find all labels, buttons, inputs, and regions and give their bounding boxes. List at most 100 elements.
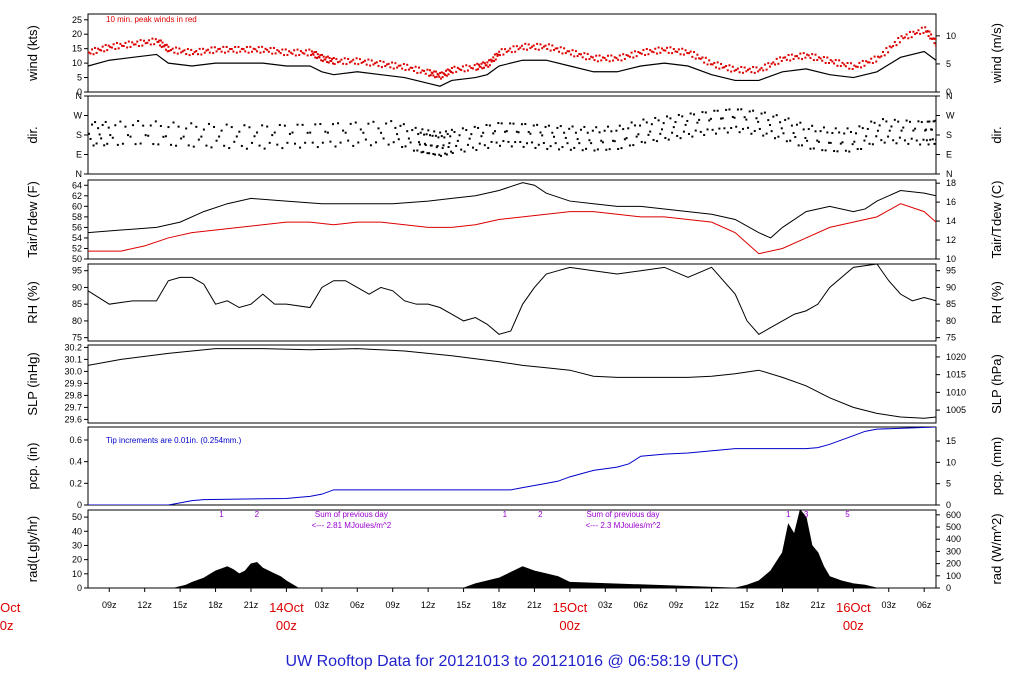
data-point bbox=[804, 136, 807, 139]
data-point bbox=[569, 148, 572, 151]
data-point bbox=[578, 52, 581, 55]
data-point bbox=[477, 68, 480, 71]
data-point bbox=[235, 135, 238, 138]
hour-tick-label: 12z bbox=[704, 600, 719, 610]
data-point bbox=[544, 125, 547, 128]
data-point bbox=[579, 53, 582, 56]
data-point bbox=[556, 47, 559, 50]
data-point bbox=[728, 108, 731, 111]
data-point bbox=[563, 47, 566, 50]
data-point bbox=[926, 30, 929, 33]
data-point bbox=[912, 30, 915, 33]
data-point bbox=[225, 123, 228, 126]
data-point bbox=[142, 124, 145, 127]
plot-area bbox=[88, 510, 936, 588]
data-point bbox=[88, 51, 90, 54]
data-point bbox=[824, 149, 827, 152]
data-point bbox=[559, 46, 562, 49]
right-tick-label: 18 bbox=[946, 178, 956, 188]
data-point bbox=[645, 121, 648, 124]
data-point bbox=[250, 141, 253, 144]
data-point bbox=[625, 137, 628, 140]
day-time-label: 00z bbox=[843, 618, 864, 633]
data-point bbox=[322, 55, 325, 58]
data-point bbox=[644, 54, 647, 57]
data-point bbox=[180, 137, 183, 140]
data-point bbox=[699, 57, 702, 60]
right-tick-label: S bbox=[946, 130, 952, 140]
data-point bbox=[248, 126, 251, 129]
data-point bbox=[283, 54, 286, 57]
data-point bbox=[772, 61, 775, 64]
data-point bbox=[127, 40, 130, 43]
data-point bbox=[510, 145, 513, 148]
data-point bbox=[593, 59, 596, 62]
data-point bbox=[890, 125, 893, 128]
data-point bbox=[834, 59, 837, 62]
data-point bbox=[340, 58, 343, 61]
data-point bbox=[581, 149, 584, 152]
data-point bbox=[406, 63, 409, 66]
data-point bbox=[94, 121, 97, 124]
data-point bbox=[671, 131, 674, 134]
data-point bbox=[601, 56, 604, 59]
data-point bbox=[372, 63, 375, 66]
data-point bbox=[324, 130, 327, 133]
data-point bbox=[215, 50, 218, 53]
data-point bbox=[546, 147, 549, 150]
data-point bbox=[244, 50, 247, 53]
data-point bbox=[875, 60, 878, 63]
data-point bbox=[486, 61, 489, 64]
data-point bbox=[644, 141, 647, 144]
data-point bbox=[706, 63, 709, 66]
data-point bbox=[434, 134, 437, 137]
data-point bbox=[154, 120, 157, 123]
right-tick-label: 200 bbox=[946, 559, 961, 569]
data-point bbox=[726, 69, 729, 72]
data-point bbox=[95, 142, 98, 145]
data-point bbox=[126, 46, 129, 49]
panel-frame bbox=[87, 426, 937, 506]
data-point bbox=[900, 129, 903, 132]
pcp-annotation: Tip increments are 0.01in. (0.254mm.) bbox=[106, 436, 242, 445]
data-point bbox=[391, 61, 394, 64]
data-point bbox=[797, 57, 800, 60]
data-point bbox=[382, 60, 385, 63]
data-point bbox=[240, 47, 243, 50]
data-point bbox=[606, 125, 609, 128]
right-tick-label: 14 bbox=[946, 216, 956, 226]
data-point bbox=[392, 141, 395, 144]
data-point bbox=[512, 122, 515, 125]
data-point bbox=[500, 48, 503, 51]
data-point bbox=[141, 44, 144, 47]
data-point bbox=[399, 124, 402, 127]
data-point bbox=[339, 141, 342, 144]
data-point bbox=[863, 64, 866, 67]
data-point bbox=[844, 149, 847, 152]
data-point bbox=[583, 125, 586, 128]
left-tick-label: 29.7 bbox=[64, 402, 82, 412]
data-point bbox=[777, 62, 780, 65]
data-point bbox=[213, 46, 216, 49]
data-point bbox=[89, 52, 92, 55]
data-point bbox=[551, 131, 554, 134]
data-point bbox=[390, 120, 393, 123]
data-point bbox=[897, 120, 900, 123]
rad-annotation: 3 bbox=[804, 510, 809, 519]
data-point bbox=[477, 126, 480, 129]
hour-tick-label: 03z bbox=[315, 600, 330, 610]
data-point bbox=[797, 144, 800, 147]
data-point bbox=[377, 64, 380, 67]
data-point bbox=[281, 48, 284, 51]
data-point bbox=[866, 61, 869, 64]
data-point bbox=[121, 142, 124, 145]
data-point bbox=[541, 134, 544, 137]
right-tick-label: 5 bbox=[946, 479, 951, 489]
data-point bbox=[345, 63, 348, 66]
data-point bbox=[193, 51, 196, 54]
data-point bbox=[190, 48, 193, 51]
data-point bbox=[578, 142, 581, 145]
left-tick-label: 0 bbox=[77, 500, 82, 510]
data-point bbox=[885, 120, 888, 123]
